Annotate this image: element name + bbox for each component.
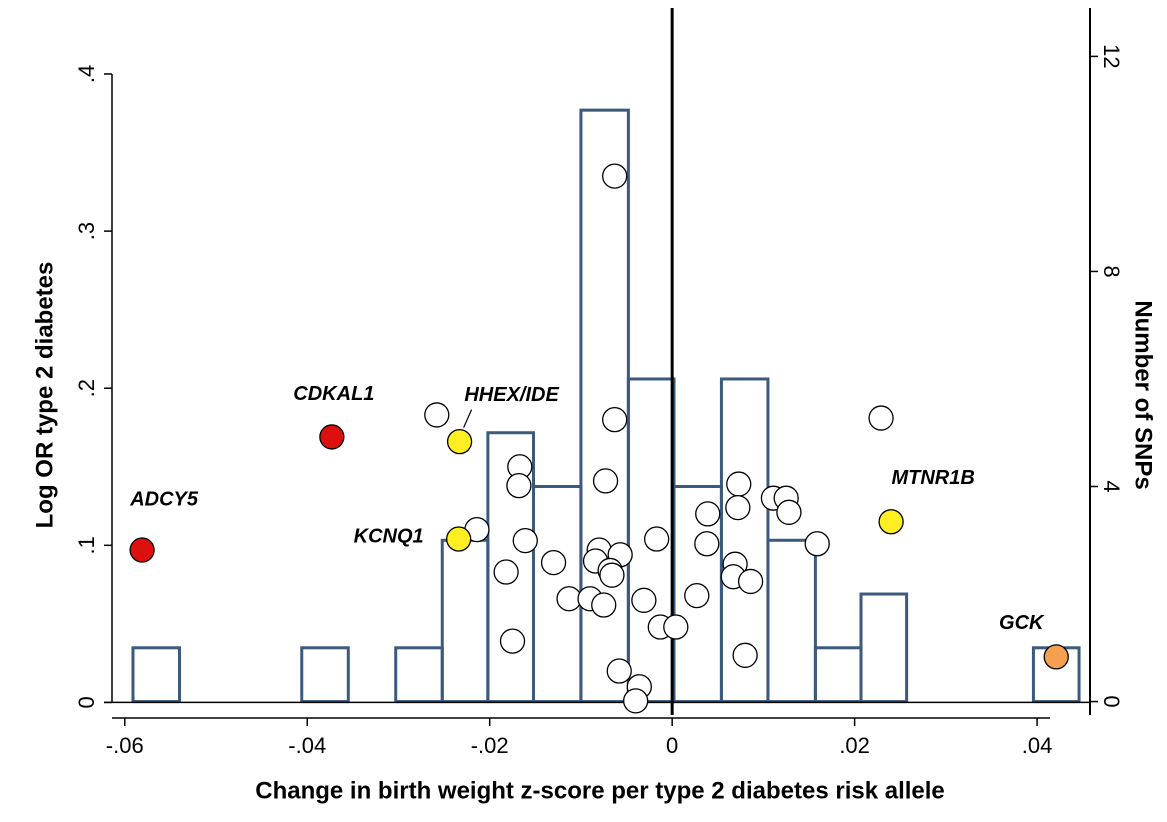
point (506, 472, 532, 499)
histogram-bar (440, 538, 490, 704)
highlighted-point (129, 537, 155, 563)
gene-label: ADCY5 (129, 488, 199, 510)
y-tick-label: .2 (74, 379, 99, 397)
x-tick-label: .02 (839, 733, 870, 758)
highlighted-point (446, 526, 472, 552)
highlighted-point (319, 424, 345, 450)
y-tick-label: .3 (74, 222, 99, 240)
point (591, 592, 617, 618)
point (694, 531, 720, 557)
point (732, 642, 758, 668)
y-tick-label: .4 (74, 65, 99, 83)
y-tick-label: .1 (74, 536, 99, 554)
point (424, 402, 450, 428)
histogram-bar (131, 646, 182, 704)
highlighted-point (878, 509, 904, 535)
x-tick-label: -.06 (106, 733, 144, 758)
point (602, 163, 628, 189)
y2-tick-label: 0 (1099, 695, 1124, 707)
point (737, 568, 764, 595)
gene-label: HHEX/IDE (464, 384, 559, 406)
point (599, 562, 625, 588)
histogram-bar (300, 646, 350, 704)
y2-axis-label: Number of SNPs (1130, 300, 1157, 489)
y2-tick-label: 12 (1099, 44, 1124, 68)
point (623, 688, 649, 714)
point (725, 494, 751, 521)
point (602, 406, 628, 433)
point (499, 628, 526, 654)
leader-line (463, 409, 473, 428)
gene-label: GCK (999, 612, 1045, 634)
y2-tick-label: 4 (1099, 480, 1124, 492)
histogram-bar (766, 538, 817, 704)
point (512, 527, 538, 554)
point (684, 582, 710, 609)
point (776, 499, 802, 525)
point (644, 526, 670, 552)
x-tick-label: -.02 (471, 733, 509, 758)
point (663, 614, 689, 640)
point (804, 531, 830, 557)
point (695, 501, 721, 527)
point (631, 587, 657, 613)
y-axis-label: Log OR type 2 diabetes (31, 262, 58, 529)
y2-tick-label: 8 (1099, 265, 1124, 277)
highlighted-point (1043, 644, 1069, 670)
histogram-bar (813, 646, 863, 704)
gene-label: MTNR1B (891, 467, 974, 489)
point (868, 405, 894, 431)
point (493, 559, 519, 585)
point (592, 468, 619, 494)
x-tick-label: -.04 (288, 733, 326, 758)
x-axis-label: Change in birth weight z-score per type … (255, 777, 945, 804)
y-tick-label: 0 (74, 696, 99, 708)
point (540, 549, 567, 576)
point (606, 658, 632, 684)
x-tick-label: .04 (1022, 733, 1053, 758)
highlighted-point (446, 428, 473, 455)
x-tick-label: 0 (666, 733, 678, 758)
point (726, 471, 752, 497)
histogram-bar (859, 592, 909, 704)
gene-label: CDKAL1 (293, 383, 374, 405)
gene-label: KCNQ1 (354, 525, 424, 547)
histogram-bar (394, 646, 444, 704)
